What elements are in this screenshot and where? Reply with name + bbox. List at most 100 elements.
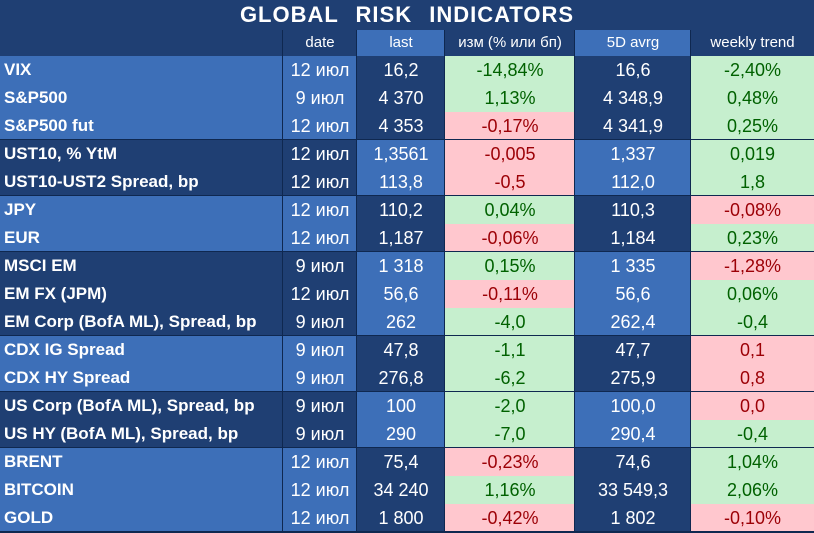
indicator-weekly-trend: 0,23%	[691, 224, 814, 252]
indicator-date: 12 июл	[283, 56, 357, 84]
indicator-last: 290	[357, 420, 445, 448]
indicator-5d-average: 1 802	[575, 504, 691, 532]
indicator-change: -7,0	[445, 420, 575, 448]
table-row: US Corp (BofA ML), Spread, bp 9 июл 100 -2,…	[0, 392, 814, 420]
indicator-date: 12 июл	[283, 196, 357, 224]
indicator-last: 34 240	[357, 476, 445, 504]
indicator-weekly-trend: 0,019	[691, 140, 814, 168]
indicator-5d-average: 112,0	[575, 168, 691, 196]
indicator-last: 113,8	[357, 168, 445, 196]
indicator-date: 9 июл	[283, 392, 357, 420]
indicator-last: 100	[357, 392, 445, 420]
table-row: CDX HY Spread 9 июл 276,8 -6,2 275,9 0,8	[0, 364, 814, 392]
column-header-change: изм (% или бп)	[445, 30, 575, 56]
table-row: EM FX (JPM) 12 июл 56,6 -0,11% 56,6 0,06%	[0, 280, 814, 308]
indicator-date: 12 июл	[283, 112, 357, 140]
column-divider	[690, 30, 691, 531]
indicator-date: 12 июл	[283, 224, 357, 252]
table-row: US HY (BofA ML), Spread, bp 9 июл 290 -7,0 2…	[0, 420, 814, 448]
indicator-change: -14,84%	[445, 56, 575, 84]
table-row: BRENT 12 июл 75,4 -0,23% 74,6 1,04%	[0, 448, 814, 476]
indicator-last: 75,4	[357, 448, 445, 476]
indicator-change: 0,15%	[445, 252, 575, 280]
indicator-5d-average: 110,3	[575, 196, 691, 224]
indicator-name: S&P500	[0, 84, 283, 112]
indicator-change: -0,06%	[445, 224, 575, 252]
column-header-5d-average: 5D avrg	[575, 30, 691, 56]
indicator-weekly-trend: 1,8	[691, 168, 814, 196]
indicator-date: 12 июл	[283, 504, 357, 532]
indicator-last: 1 318	[357, 252, 445, 280]
indicator-name: BITCOIN	[0, 476, 283, 504]
indicator-name: EM Corp (BofA ML), Spread, bp	[0, 308, 283, 336]
indicator-last: 1,187	[357, 224, 445, 252]
indicator-change: -6,2	[445, 364, 575, 392]
indicator-change: -0,23%	[445, 448, 575, 476]
indicator-5d-average: 74,6	[575, 448, 691, 476]
indicator-weekly-trend: 0,8	[691, 364, 814, 392]
indicator-last: 1 800	[357, 504, 445, 532]
indicator-name: UST10-UST2 Spread, bp	[0, 168, 283, 196]
table-row: EM Corp (BofA ML), Spread, bp 9 июл 262 -4,…	[0, 308, 814, 336]
indicator-weekly-trend: -0,08%	[691, 196, 814, 224]
indicator-last: 1,3561	[357, 140, 445, 168]
column-header-last: last	[357, 30, 445, 56]
column-header-date: date	[283, 30, 357, 56]
indicator-5d-average: 47,7	[575, 336, 691, 364]
indicator-weekly-trend: -0,10%	[691, 504, 814, 532]
indicator-weekly-trend: 0,25%	[691, 112, 814, 140]
column-divider	[574, 30, 575, 531]
indicator-5d-average: 4 348,9	[575, 84, 691, 112]
indicator-change: -0,5	[445, 168, 575, 196]
indicator-weekly-trend: -1,28%	[691, 252, 814, 280]
indicator-name: CDX IG Spread	[0, 336, 283, 364]
indicator-change: 0,04%	[445, 196, 575, 224]
indicator-weekly-trend: 0,06%	[691, 280, 814, 308]
indicator-last: 16,2	[357, 56, 445, 84]
indicator-date: 12 июл	[283, 280, 357, 308]
table-row: UST10, % YtM 12 июл 1,3561 -0,005 1,337 0,019	[0, 140, 814, 168]
table-row: GOLD 12 июл 1 800 -0,42% 1 802 -0,10%	[0, 504, 814, 532]
table-row: BITCOIN 12 июл 34 240 1,16% 33 549,3 2,06%	[0, 476, 814, 504]
indicator-name: UST10, % YtM	[0, 140, 283, 168]
indicator-date: 12 июл	[283, 168, 357, 196]
indicator-name: US HY (BofA ML), Spread, bp	[0, 420, 283, 448]
indicator-last: 56,6	[357, 280, 445, 308]
indicator-change: -0,11%	[445, 280, 575, 308]
indicator-5d-average: 33 549,3	[575, 476, 691, 504]
indicator-5d-average: 275,9	[575, 364, 691, 392]
indicator-date: 12 июл	[283, 448, 357, 476]
indicator-last: 110,2	[357, 196, 445, 224]
indicator-date: 9 июл	[283, 252, 357, 280]
indicator-change: -1,1	[445, 336, 575, 364]
indicator-last: 47,8	[357, 336, 445, 364]
indicator-last: 262	[357, 308, 445, 336]
indicator-change: -0,17%	[445, 112, 575, 140]
indicator-date: 12 июл	[283, 140, 357, 168]
indicator-5d-average: 1 335	[575, 252, 691, 280]
indicator-weekly-trend: -0,4	[691, 308, 814, 336]
indicator-name: EUR	[0, 224, 283, 252]
indicator-name: CDX HY Spread	[0, 364, 283, 392]
indicator-weekly-trend: -2,40%	[691, 56, 814, 84]
indicator-change: -0,42%	[445, 504, 575, 532]
indicator-weekly-trend: 0,1	[691, 336, 814, 364]
indicator-name: VIX	[0, 56, 283, 84]
indicator-weekly-trend: 2,06%	[691, 476, 814, 504]
indicator-date: 12 июл	[283, 476, 357, 504]
indicator-date: 9 июл	[283, 84, 357, 112]
indicator-name: JPY	[0, 196, 283, 224]
table-row: UST10-UST2 Spread, bp 12 июл 113,8 -0,5 112,…	[0, 168, 814, 196]
indicator-5d-average: 4 341,9	[575, 112, 691, 140]
indicator-name: BRENT	[0, 448, 283, 476]
sheet-title: GLOBAL RISK INDICATORS	[0, 0, 814, 30]
table-row: S&P500 fut 12 июл 4 353 -0,17% 4 341,9 0,25%	[0, 112, 814, 140]
indicator-5d-average: 1,337	[575, 140, 691, 168]
indicator-change: -0,005	[445, 140, 575, 168]
table-row: MSCI EM 9 июл 1 318 0,15% 1 335 -1,28%	[0, 252, 814, 280]
indicator-last: 276,8	[357, 364, 445, 392]
table-row: EUR 12 июл 1,187 -0,06% 1,184 0,23%	[0, 224, 814, 252]
column-divider	[282, 30, 283, 531]
column-divider	[356, 30, 357, 531]
